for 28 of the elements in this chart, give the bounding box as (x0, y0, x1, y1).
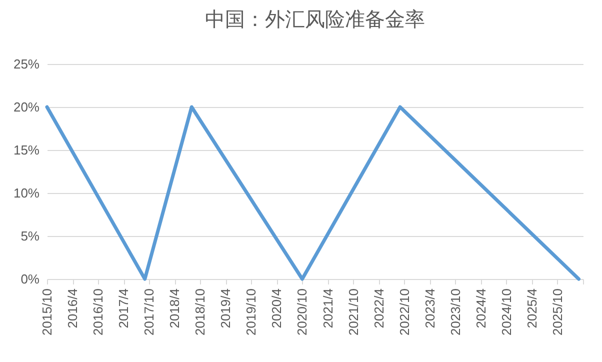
x-tick-label: 2016/4 (65, 288, 80, 328)
y-tick-label: 15% (13, 142, 40, 158)
x-tick-label: 2017/4 (116, 288, 132, 328)
y-tick-label: 10% (13, 186, 40, 200)
x-tick-label: 2024/10 (498, 288, 514, 336)
x-tick-label: 2022/4 (371, 288, 386, 328)
x-tick-label: 2019/4 (218, 288, 234, 328)
x-tick-label: 2025/10 (550, 288, 565, 336)
x-tick-label: 2020/10 (294, 288, 310, 336)
x-tick-label: 2020/4 (269, 288, 284, 328)
x-tick-label: 2023/4 (422, 288, 438, 328)
x-tick-label: 2023/10 (448, 288, 463, 336)
x-tick-label: 2019/10 (244, 288, 259, 336)
y-tick-label: 5% (20, 228, 40, 244)
x-tick-label: 2016/10 (90, 288, 106, 336)
x-tick-label: 2021/10 (346, 288, 361, 336)
x-tick-label: 2022/10 (396, 288, 412, 336)
x-tick-label: 2018/4 (167, 288, 182, 328)
x-tick-label: 2021/4 (320, 288, 336, 328)
x-tick-label: 2024/4 (473, 288, 488, 328)
x-tick-label: 2017/10 (142, 288, 157, 336)
y-tick-label: 0% (20, 272, 40, 286)
x-tick-label: 2025/4 (524, 288, 540, 328)
chart-title: 中国：外汇风险准备金率 (205, 9, 425, 31)
y-tick-label: 20% (13, 100, 40, 114)
y-tick-label: 25% (13, 56, 40, 72)
x-tick-label: 2018/10 (192, 288, 208, 336)
x-tick-label: 2015/10 (40, 288, 54, 336)
